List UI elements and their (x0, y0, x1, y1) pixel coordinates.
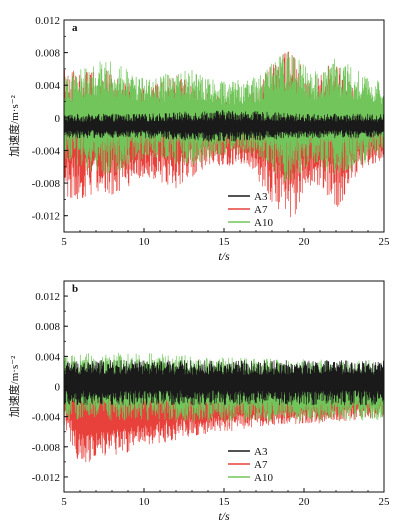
x-tick-label: 5 (61, 236, 67, 248)
x-tick-label: 15 (219, 236, 231, 248)
y-tick-label: 0.004 (35, 80, 60, 92)
x-tick-label: 25 (379, 236, 391, 248)
y-axis-label: 加速度/m·s⁻² (7, 94, 21, 156)
y-tick-label: 0 (55, 382, 61, 394)
legend-label-a10: A10 (254, 217, 273, 229)
legend-label-a3: A3 (254, 446, 268, 458)
x-tick-label: 10 (139, 236, 151, 248)
panel-label: b (72, 283, 78, 295)
x-tick-label: 10 (139, 496, 151, 508)
y-tick-label: 0.012 (35, 291, 60, 303)
series-line-a3 (64, 109, 384, 142)
y-tick-label: 0 (55, 113, 61, 125)
y-tick-label: 0.004 (35, 351, 60, 363)
chart-panel-a: 0.012 0.008 0.004 0 -0.004 -0.008 -0.012 5 10 15 2… (7, 15, 390, 263)
series-group (64, 51, 384, 218)
x-tick-label: 5 (61, 496, 67, 508)
x-axis-label: t/s (218, 509, 230, 523)
legend-label-a3: A3 (254, 191, 268, 203)
x-tick-label: 25 (379, 496, 391, 508)
y-axis-label: 加速度/m·s⁻² (7, 355, 21, 417)
x-tick-label: 15 (219, 496, 231, 508)
y-tick-label: 0.012 (35, 15, 60, 27)
legend-label-a7: A7 (254, 459, 268, 471)
y-tick-label: -0.004 (32, 412, 61, 424)
legend-label-a7: A7 (254, 204, 268, 216)
x-tick-label: 20 (299, 236, 311, 248)
series-group (64, 352, 384, 463)
y-tick-label: 0.008 (35, 48, 60, 60)
x-tick-label: 20 (299, 496, 311, 508)
y-tick-label: -0.008 (32, 178, 61, 190)
y-tick-label: 0.008 (35, 321, 60, 333)
legend-label-a10: A10 (254, 472, 273, 484)
x-axis-label: t/s (218, 249, 230, 263)
y-tick-label: -0.008 (32, 442, 61, 454)
panel-label: a (72, 22, 78, 34)
series-line-a3 (64, 360, 384, 406)
y-tick-label: -0.004 (32, 145, 61, 157)
y-tick-label: -0.012 (32, 472, 60, 484)
y-tick-label: -0.012 (32, 211, 60, 223)
